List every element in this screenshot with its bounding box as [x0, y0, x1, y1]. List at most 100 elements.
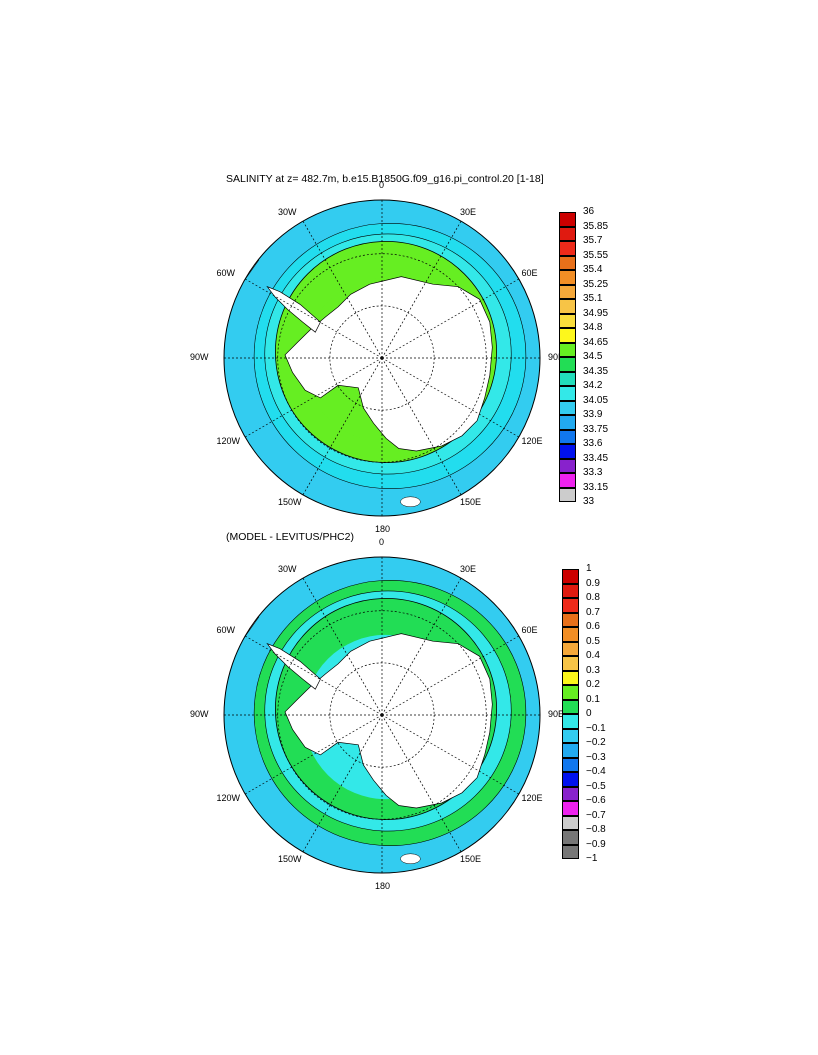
colorbar-swatch [562, 801, 579, 816]
colorbar-label: 34.35 [583, 365, 609, 377]
meridian-gridline [302, 714, 383, 853]
longitude-label: 30E [460, 563, 477, 574]
colorbar-label: 35.25 [583, 278, 609, 290]
latitude-gridline [329, 662, 435, 768]
colorbar-label: 34.95 [583, 307, 609, 319]
colorbar-swatch [559, 342, 576, 357]
colorbar-label: 33.9 [583, 409, 603, 420]
longitude-label: 0 [379, 180, 385, 190]
colorbar-swatch [559, 386, 576, 401]
colorbar-swatch [562, 844, 579, 859]
longitude-label: 180 [375, 881, 391, 891]
colorbar-label: −0.3 [586, 751, 606, 763]
meridian-gridline [302, 357, 383, 496]
colorbar-label: 34.5 [583, 351, 603, 362]
longitude-label: 0 [379, 537, 385, 547]
meridian-gridline [244, 357, 383, 438]
colorbar-swatch [562, 670, 579, 685]
colorbar-label: −0.4 [586, 766, 606, 777]
longitude-label: 30E [460, 206, 477, 217]
map-border [223, 556, 541, 874]
colorbar-swatch [559, 284, 576, 299]
colorbar-label: 34.05 [583, 394, 609, 406]
colorbar-label: 33.75 [583, 423, 609, 435]
colorbar-swatch [559, 212, 576, 227]
longitude-label: 90W [190, 709, 209, 719]
colorbar-label: 1 [586, 563, 592, 574]
colorbar-swatch [562, 743, 579, 758]
colorbar-label: 0.9 [586, 577, 600, 589]
longitude-label: 30W [278, 563, 297, 574]
colorbar-swatch [559, 270, 576, 285]
meridian-gridline [381, 714, 462, 853]
panel1-title: SALINITY at z= 482.7m, b.e15.B1850G.f09_… [226, 173, 544, 185]
colorbar-swatch [559, 241, 576, 256]
latitude-gridline [329, 305, 435, 411]
ocean-outer [224, 557, 540, 873]
longitude-label: 60E [521, 625, 538, 635]
antarctic-peninsula [266, 285, 321, 333]
contour-ring [253, 579, 527, 847]
colorbar-swatch [562, 772, 579, 787]
colorbar-swatch [559, 299, 576, 314]
colorbar-swatch [562, 728, 579, 743]
colorbar-swatch [562, 598, 579, 613]
colorbar-swatch [562, 699, 579, 714]
colorbar-swatch [559, 458, 576, 473]
main-band [274, 240, 497, 463]
colorbar-label: 0.2 [586, 679, 600, 690]
colorbar-swatch [559, 473, 576, 488]
colorbar-label: 0.1 [586, 693, 600, 705]
colorbar-swatch [562, 714, 579, 729]
panel1-ocean [224, 200, 540, 516]
contour-ring [264, 590, 512, 832]
colorbar-swatch [559, 226, 576, 241]
meridian-gridline [381, 220, 462, 359]
colorbar-label: 36 [583, 206, 595, 217]
inner-band [303, 634, 469, 800]
colorbar-label: 35.7 [583, 235, 603, 246]
longitude-label: 150W [278, 497, 302, 508]
meridian-gridline [381, 714, 520, 795]
latitude-gridline [277, 253, 487, 463]
colorbar-label: 0 [586, 708, 592, 719]
contour-ring [253, 222, 527, 490]
colorbar-label: 33 [583, 496, 595, 507]
colorbar-swatch [559, 328, 576, 343]
colorbar-swatch [559, 313, 576, 328]
meridian-gridline [381, 278, 520, 359]
colorbar-label: −0.8 [586, 824, 606, 835]
colorbar-swatch [559, 371, 576, 386]
colorbar-swatch [559, 429, 576, 444]
colorbar-swatch [559, 415, 576, 430]
longitude-label: 150W [278, 854, 302, 865]
colorbar-swatch [559, 255, 576, 270]
colorbar-swatch [562, 786, 579, 801]
longitude-label: 60E [521, 268, 538, 278]
longitude-label: 60W [216, 268, 236, 278]
meridian-gridline [381, 635, 520, 716]
colorbar-swatch [559, 444, 576, 459]
longitude-label: 90E [548, 352, 565, 362]
colorbar-label: 33.3 [583, 467, 603, 478]
colorbar-swatch [559, 487, 576, 502]
colorbar-label: 0.4 [586, 650, 600, 661]
colorbar-swatch [559, 400, 576, 415]
colorbar-label: 35.85 [583, 220, 609, 232]
meridian-gridline [381, 357, 462, 496]
colorbar-swatch [562, 612, 579, 627]
antarctic-peninsula [266, 642, 321, 690]
colorbar-swatch [562, 685, 579, 700]
colorbar-label: 35.55 [583, 249, 609, 261]
colorbar-label: 34.2 [583, 380, 603, 391]
colorbar-label: −0.6 [586, 795, 606, 806]
colorbar-swatch [562, 656, 579, 671]
colorbar-label: 33.15 [583, 481, 609, 493]
colorbar-swatch [562, 757, 579, 772]
colorbar-label: 0.8 [586, 592, 600, 603]
latitude-gridline [277, 610, 487, 820]
colorbar-label: 0.7 [586, 606, 600, 618]
colorbar-label: 0.5 [586, 635, 600, 647]
